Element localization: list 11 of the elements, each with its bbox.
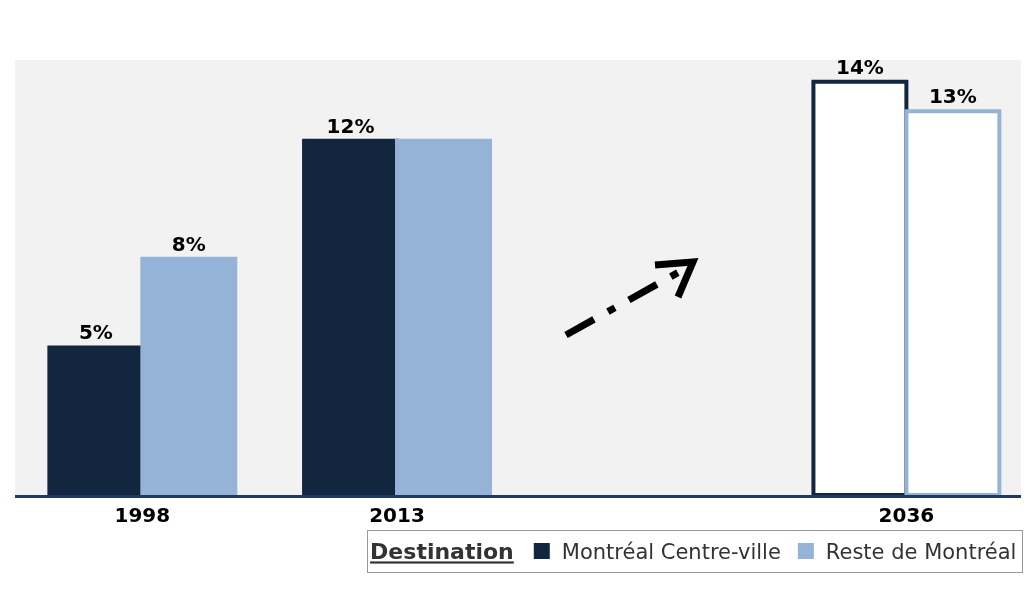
x-tick-label: 2036: [878, 503, 935, 527]
data-label: 14%: [835, 54, 884, 79]
legend-label: Reste de Montréal: [825, 540, 1017, 565]
data-label: 8%: [171, 231, 206, 256]
data-label: 12%: [326, 113, 375, 138]
data-label: 5%: [78, 320, 113, 345]
legend-title: Destination: [370, 539, 514, 565]
data-label: 13%: [928, 84, 977, 109]
x-tick-label: 1998: [114, 503, 171, 527]
x-tick-label: 2013: [369, 503, 425, 527]
legend-label: Montréal Centre-ville: [561, 540, 781, 565]
